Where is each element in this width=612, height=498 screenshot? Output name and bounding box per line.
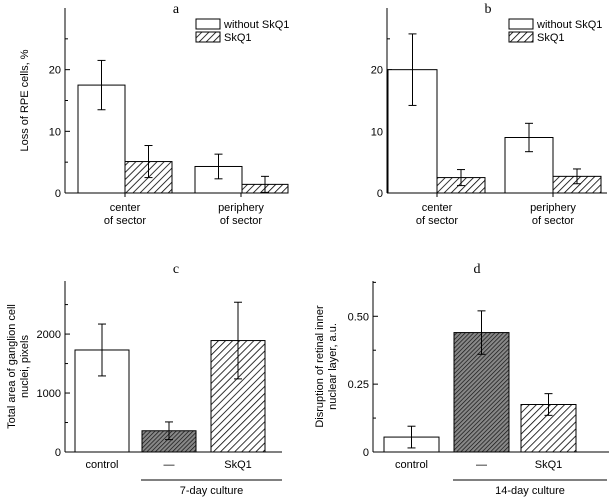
y-tick-label: 2000 xyxy=(37,329,61,341)
legend-label: without SkQ1 xyxy=(223,19,289,31)
legend-swatch xyxy=(508,18,534,30)
chart-panel-d: d 0 0.25 0.50 Disruption of retinal innernuc… xyxy=(314,262,609,497)
y-axis-label-line: Disruption of retinal inner xyxy=(314,305,326,428)
x-tick-label: control xyxy=(85,459,118,471)
y-tick-label: 20 xyxy=(49,65,61,77)
panel-label-c: c xyxy=(173,262,179,277)
x-tick-label: SkQ1 xyxy=(224,459,252,471)
group-label: 7-day culture xyxy=(180,485,244,497)
y-tick-label: 10 xyxy=(371,126,383,138)
legend-label: SkQ1 xyxy=(537,32,565,44)
x-tick-label: control xyxy=(395,459,428,471)
y-tick-label: 20 xyxy=(371,65,383,77)
x-tick-label: center xyxy=(422,202,453,214)
x-tick-label: SkQ1 xyxy=(535,459,563,471)
y-tick-label: 0 xyxy=(55,188,61,200)
y-tick-label: 10 xyxy=(49,126,61,138)
legend-swatch xyxy=(508,31,534,43)
chart-panel-c: c 0 1000 2000 Total area of ganglion cellnuc… xyxy=(6,262,282,497)
y-axis-label-line: Total area of ganglion cell xyxy=(6,304,18,429)
y-tick-label: 1000 xyxy=(37,388,61,400)
x-tick-label: of sector xyxy=(532,215,575,227)
y-axis-label-line: nuclear layer, a.u. xyxy=(327,323,339,410)
x-tick-label: of sector xyxy=(220,215,263,227)
legend-swatch xyxy=(195,18,221,30)
group-label: 14-day culture xyxy=(495,485,565,497)
panel-label-b: b xyxy=(485,2,492,17)
y-tick-label: 0 xyxy=(377,188,383,200)
legend-label: SkQ1 xyxy=(224,32,252,44)
panel-label-d: d xyxy=(474,262,481,277)
y-axis-label: Disruption of retinal innernuclear layer… xyxy=(314,305,339,428)
y-tick-label: 0 xyxy=(363,447,369,459)
y-tick-label: 0 xyxy=(55,447,61,459)
y-tick-label: 0.25 xyxy=(348,379,369,391)
x-tick-label: of sector xyxy=(416,215,459,227)
y-axis-label: Loss of RPE cells, % xyxy=(19,49,31,151)
x-tick-label: of sector xyxy=(104,215,147,227)
panel-label-a: a xyxy=(173,2,180,17)
y-tick-label: 0.50 xyxy=(348,311,369,323)
y-axis-label-line: nuclei, pixels xyxy=(19,335,31,398)
x-tick-label: periphery xyxy=(530,202,576,214)
x-tick-label: center xyxy=(110,202,141,214)
legend-swatch xyxy=(195,31,221,43)
x-tick-label: — xyxy=(476,459,487,471)
x-tick-label: — xyxy=(164,459,175,471)
y-axis-label: Total area of ganglion cellnuclei, pixel… xyxy=(6,304,31,429)
x-tick-label: periphery xyxy=(218,202,264,214)
legend-label: without SkQ1 xyxy=(536,19,602,31)
